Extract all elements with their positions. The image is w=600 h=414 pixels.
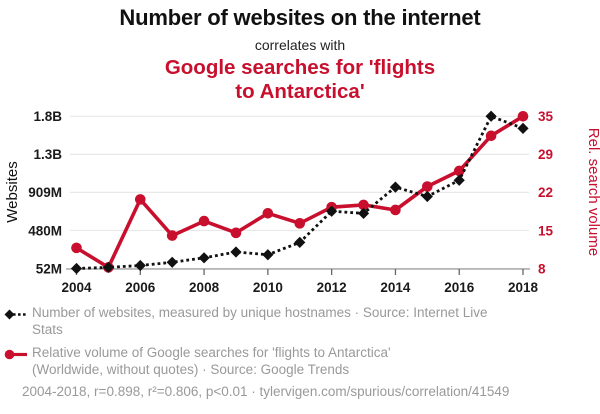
left-axis-title: Websites	[4, 161, 21, 222]
chart-title-secondary: Google searches for 'flights to Antarctic…	[0, 56, 600, 104]
searches-data-point	[294, 218, 306, 229]
right-axis-tick-label: 15	[538, 223, 554, 238]
x-axis-tick-label: 2016	[444, 280, 475, 295]
websites-data-point	[166, 256, 178, 268]
searches-legend-line1: Relative volume of Google searches for '…	[32, 345, 391, 360]
x-axis-tick-label: 2018	[508, 280, 539, 295]
right-axis-tick-label: 29	[538, 147, 553, 162]
websites-data-point	[357, 207, 370, 219]
stats-footer: 2004-2018, r=0.898, r²=0.806, p<0.01 · t…	[22, 384, 510, 399]
searches-data-point	[485, 130, 497, 142]
websites-data-point	[198, 252, 210, 264]
legend-item-searches: Relative volume of Google searches for '…	[3, 345, 391, 378]
websites-data-point	[453, 174, 465, 186]
searches-data-point	[71, 242, 82, 254]
left-axis-tick-label: 480M	[28, 223, 62, 238]
x-axis-tick-label: 2008	[189, 280, 220, 295]
websites-data-point	[326, 205, 338, 217]
right-axis-tick-label: 22	[538, 185, 553, 200]
chart-title-secondary-line2: to Antarctica'	[235, 80, 365, 103]
websites-data-point	[230, 246, 242, 258]
x-axis-tick-label: 2010	[253, 280, 283, 295]
searches-legend-line2: (Worldwide, without quotes) · Source: Go…	[32, 361, 350, 377]
websites-data-point	[485, 110, 497, 122]
searches-data-point	[134, 194, 146, 205]
websites-data-point	[421, 190, 433, 203]
right-axis-title: Rel. search volume	[585, 128, 600, 256]
websites-data-point	[517, 122, 529, 134]
websites-data-point	[389, 181, 402, 193]
searches-data-point	[230, 227, 242, 239]
left-axis-tick-label: 52M	[36, 261, 62, 276]
x-axis-tick-label: 2006	[125, 280, 156, 295]
searches-data-point	[166, 230, 178, 241]
searches-data-point	[262, 208, 274, 219]
correlates-with-label: correlates with	[254, 37, 346, 53]
searches-legend-label: Relative volume of Google searches for '…	[32, 345, 391, 378]
websites-legend-label: Number of websites, measured by unique h…	[32, 305, 488, 338]
searches-data-point	[453, 165, 465, 177]
left-axis-tick-label: 909M	[28, 185, 62, 200]
websites-legend-line2: Stats	[32, 321, 63, 337]
websites-legend-marker-icon	[4, 309, 27, 320]
left-axis-tick-label: 1.3B	[33, 147, 62, 162]
right-axis-tick-label: 8	[538, 261, 546, 276]
searches-legend-marker-icon	[4, 349, 27, 360]
websites-data-point	[70, 262, 83, 275]
right-axis-tick-label: 35	[538, 109, 554, 124]
chart-title-primary: Number of websites on the internet	[119, 5, 481, 30]
legend-item-websites: Number of websites, measured by unique h…	[3, 305, 488, 338]
websites-legend-line1: Number of websites, measured by unique h…	[32, 305, 488, 320]
x-axis-tick-label: 2004	[61, 280, 92, 295]
left-axis-tick-label: 1.8B	[33, 109, 62, 124]
searches-data-point	[517, 111, 529, 122]
websites-data-point	[294, 236, 306, 249]
websites-data-point	[134, 259, 146, 272]
searches-data-point	[390, 204, 401, 216]
x-axis-tick-label: 2014	[380, 280, 411, 295]
searches-data-point	[198, 215, 210, 227]
searches-data-point	[358, 199, 369, 211]
searches-data-point	[422, 181, 433, 192]
websites-data-point	[102, 261, 114, 273]
chart-title-secondary-line1: Google searches for 'flights	[164, 56, 436, 79]
x-axis-tick-label: 2012	[317, 280, 347, 295]
websites-data-point	[262, 249, 274, 261]
